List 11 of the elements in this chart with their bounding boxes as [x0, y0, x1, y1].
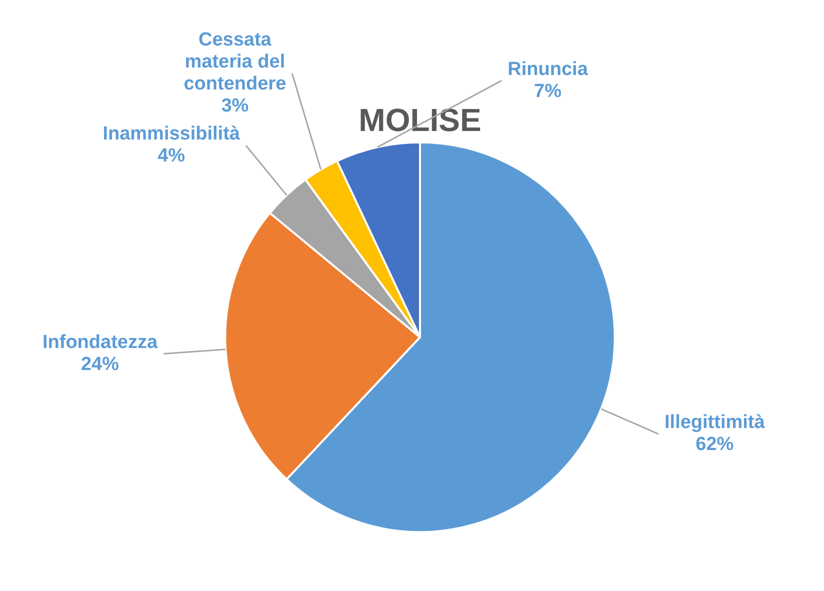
slice-label: Illegittimità: [664, 412, 766, 434]
data-label: 24%: [80, 354, 120, 375]
data-label: 7%: [534, 80, 562, 102]
slice-label: Rinuncia: [508, 58, 588, 80]
slice-label: Infondatezza: [42, 332, 158, 353]
text: MOLISE: [358, 102, 482, 138]
slice-label: Cessata materia del contendere: [184, 30, 286, 95]
data-label: 62%: [696, 434, 734, 456]
data-label: 4%: [158, 146, 186, 167]
slice-label: Inammissibilità: [102, 124, 240, 145]
data-label: 3%: [221, 96, 249, 117]
